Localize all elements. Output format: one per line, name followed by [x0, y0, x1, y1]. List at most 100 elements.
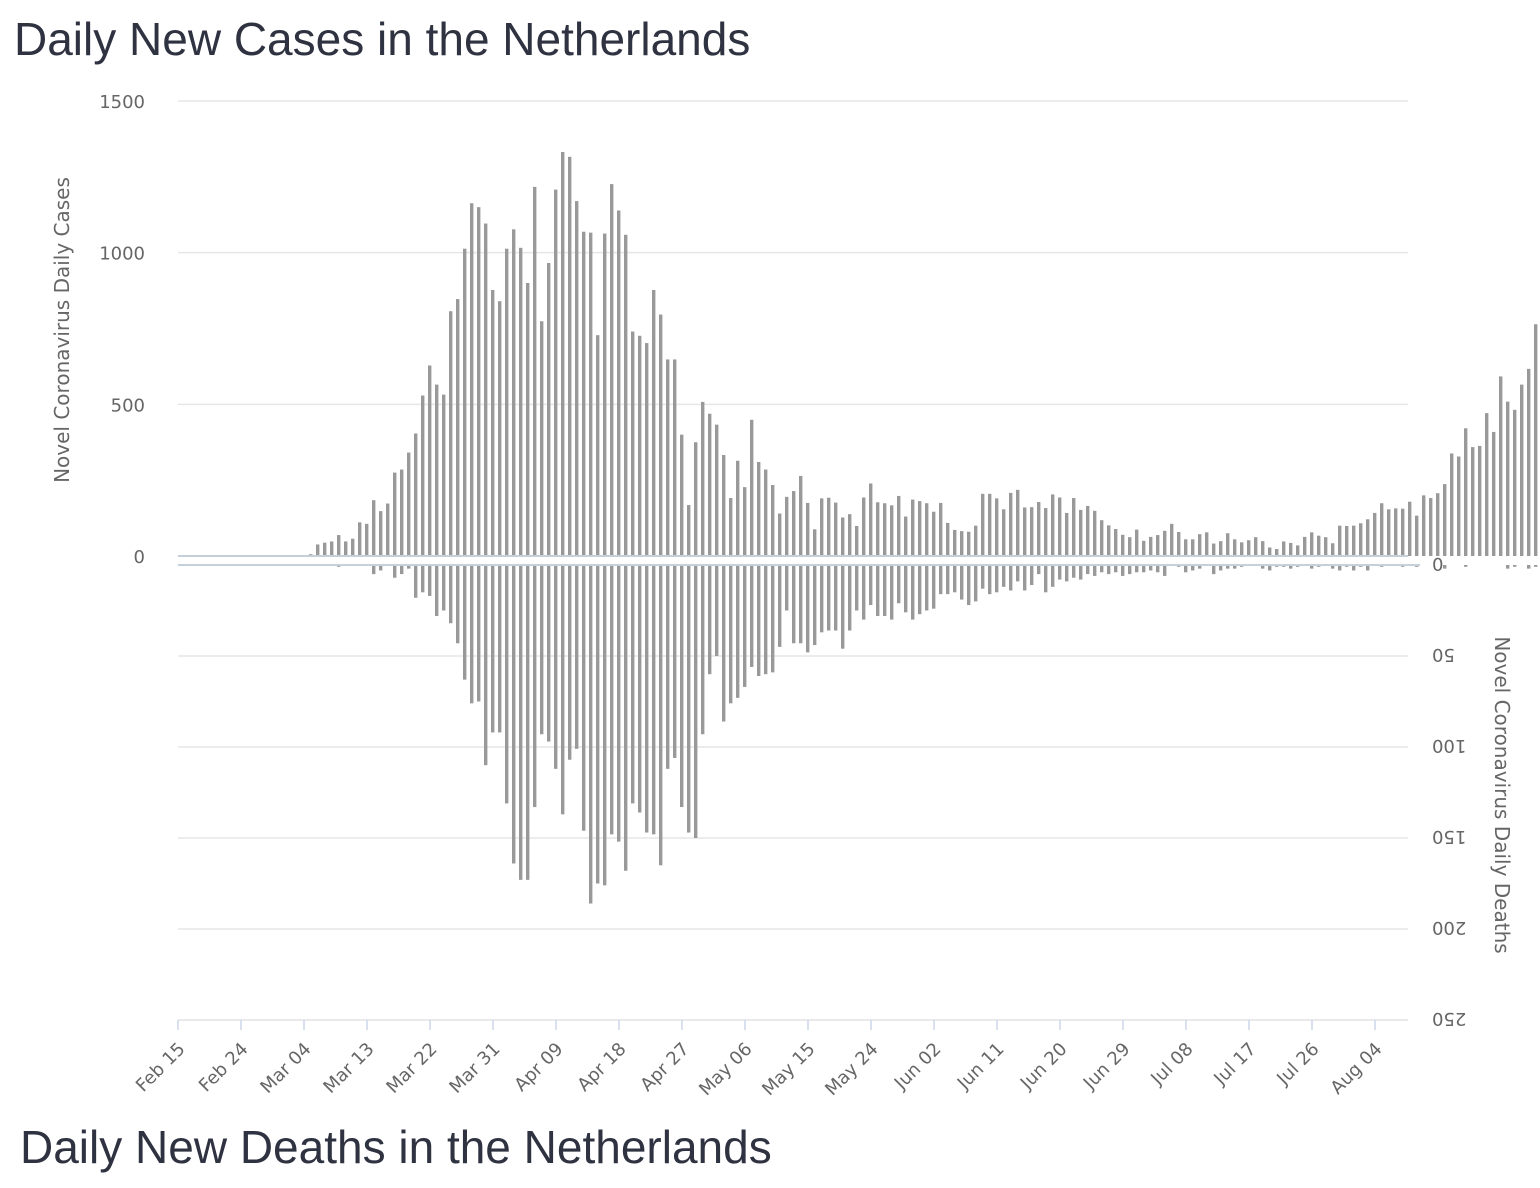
deaths-bar [834, 565, 838, 631]
cases-bar [568, 156, 572, 556]
deaths-bar [610, 565, 614, 835]
cases-bar [582, 231, 586, 556]
deaths-bar [764, 565, 768, 675]
cases-bars [309, 151, 1538, 557]
cases-chart-title: Daily New Cases in the Netherlands [14, 13, 751, 65]
deaths-bar [1002, 565, 1006, 587]
cases-bar [925, 503, 929, 556]
deaths-bar [1506, 565, 1510, 569]
deaths-bar [470, 565, 474, 704]
cases-bar [1310, 532, 1314, 556]
deaths-bar [1051, 565, 1055, 587]
cases-bar [792, 491, 796, 556]
deaths-bar [484, 565, 488, 766]
cases-y-tick-label: 1000 [99, 244, 145, 265]
cases-bar [463, 248, 467, 556]
cases-bar [330, 541, 334, 556]
cases-bar [1163, 530, 1167, 556]
deaths-bar [715, 565, 719, 656]
cases-bar [1499, 376, 1503, 556]
cases-bar [337, 535, 341, 556]
deaths-bar [393, 565, 397, 578]
deaths-bar [946, 565, 950, 595]
deaths-bar [596, 565, 600, 884]
cases-bar [386, 503, 390, 556]
cases-bar [1520, 384, 1524, 556]
deaths-bar [1163, 565, 1167, 576]
x-tick-label: Mar 31 [445, 1039, 504, 1098]
cases-bar [631, 331, 635, 556]
cases-bar [407, 452, 411, 556]
deaths-bar [561, 565, 565, 815]
cases-bar [1324, 537, 1328, 556]
x-tick-label: Mar 13 [319, 1039, 378, 1098]
deaths-bar [855, 565, 859, 611]
cases-bar [1443, 484, 1447, 556]
cases-bar [876, 502, 880, 556]
deaths-bar [1191, 565, 1195, 571]
cases-bar [1268, 547, 1272, 556]
deaths-y-tick-label: 100 [1432, 735, 1466, 756]
cases-bar [1436, 493, 1440, 556]
cases-bar [1058, 497, 1062, 556]
cases-bar [1016, 489, 1020, 556]
cases-bar [1366, 519, 1370, 556]
cases-bar [1373, 512, 1377, 556]
cases-bar [561, 151, 565, 556]
cases-bar [505, 248, 509, 556]
deaths-bar [1513, 565, 1517, 567]
deaths-bar [1072, 565, 1076, 578]
deaths-bar [554, 565, 558, 769]
deaths-bar [687, 565, 691, 833]
deaths-bar [792, 565, 796, 644]
cases-bar [1079, 509, 1083, 556]
cases-bar [666, 359, 670, 556]
deaths-bar [736, 565, 740, 698]
deaths-bar [960, 565, 964, 600]
cases-bar [1345, 525, 1349, 556]
deaths-bar [862, 565, 866, 620]
deaths-bar [1107, 565, 1111, 575]
deaths-bar [435, 565, 439, 616]
x-tick-label: Jun 29 [1079, 1039, 1135, 1095]
deaths-bar [1149, 565, 1153, 571]
cases-bar [897, 495, 901, 556]
cases-bar [484, 223, 488, 556]
cases-bar [1303, 536, 1307, 556]
x-tick-label: May 24 [821, 1039, 882, 1100]
deaths-bar [876, 565, 880, 616]
deaths-bar [1219, 565, 1223, 571]
cases-y-tick-label: 1500 [99, 92, 145, 113]
deaths-y-tick-label: 200 [1432, 917, 1466, 938]
deaths-bar [904, 565, 908, 613]
deaths-bar [1331, 565, 1335, 569]
cases-bar [1478, 445, 1482, 556]
x-tick-label: May 06 [695, 1039, 756, 1100]
deaths-bar [372, 565, 376, 575]
cases-bar [1121, 534, 1125, 556]
deaths-bar [428, 565, 432, 596]
cases-bar [918, 501, 922, 556]
deaths-bar [638, 565, 642, 813]
deaths-bar [1352, 565, 1356, 571]
deaths-bars [337, 565, 1538, 904]
cases-bar [701, 401, 705, 556]
cases-bar [1513, 409, 1517, 556]
deaths-bar [449, 565, 453, 624]
cases-bar [1219, 541, 1223, 556]
cases-bar [400, 469, 404, 556]
x-tick-label: Aug 04 [1327, 1039, 1387, 1099]
cases-bar [785, 496, 789, 556]
deaths-bar [582, 565, 586, 831]
deaths-bar [533, 565, 537, 808]
deaths-bar [1261, 565, 1265, 569]
cases-bar [750, 419, 754, 556]
deaths-bar [442, 565, 446, 611]
cases-bar [638, 335, 642, 556]
cases-bar [1072, 498, 1076, 556]
deaths-bar [512, 565, 516, 864]
cases-bar [1037, 502, 1041, 556]
deaths-y-axis-label: Novel Coronavirus Daily Deaths [1490, 636, 1514, 953]
deaths-bar [981, 565, 985, 589]
